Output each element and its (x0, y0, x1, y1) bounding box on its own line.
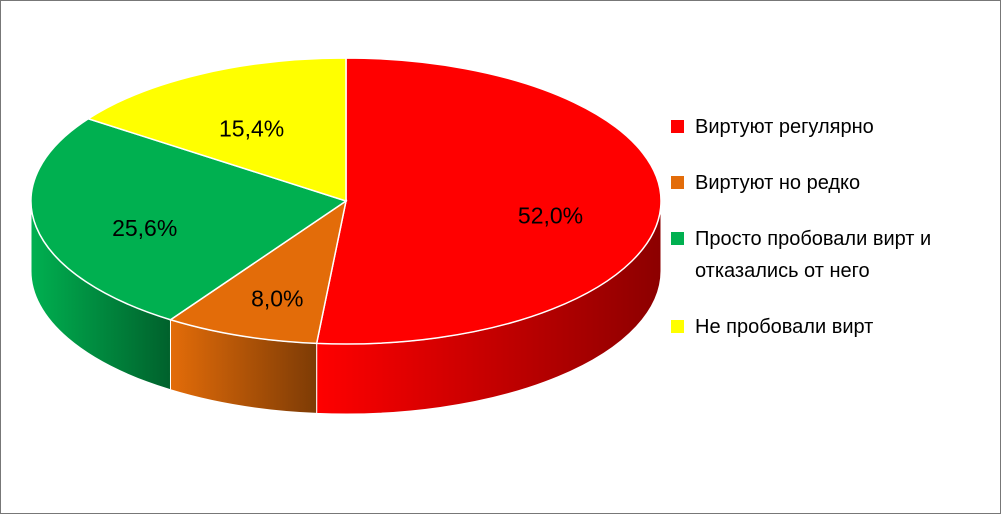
data-label: 8,0% (251, 286, 303, 312)
pie-slice (86, 57, 347, 203)
legend-item: Не пробовали вирт (671, 311, 991, 343)
legend-label: Не пробовали вирт (695, 316, 874, 338)
data-label: 52,0% (518, 202, 583, 228)
legend-swatch (671, 320, 684, 333)
legend-swatch (671, 120, 684, 133)
pie-slice (315, 57, 662, 345)
legend-label: Виртуют регулярно (695, 116, 874, 138)
pie-slice (30, 117, 348, 321)
legend-swatch (671, 176, 684, 189)
legend-item: Виртуют регулярно (671, 111, 991, 143)
legend: Виртуют регулярно Виртуют но редко Просто … (671, 111, 991, 367)
data-label: 15,4% (219, 116, 284, 142)
legend-label: Просто пробовали вирт и отказались от не… (695, 228, 932, 282)
legend-swatch (671, 232, 684, 245)
legend-label: Виртуют но редко (695, 172, 861, 194)
pie-slice (168, 199, 348, 345)
data-label: 25,6% (112, 215, 177, 241)
legend-item: Просто пробовали вирт и отказались от не… (671, 223, 991, 287)
legend-item: Виртуют но редко (671, 167, 991, 199)
